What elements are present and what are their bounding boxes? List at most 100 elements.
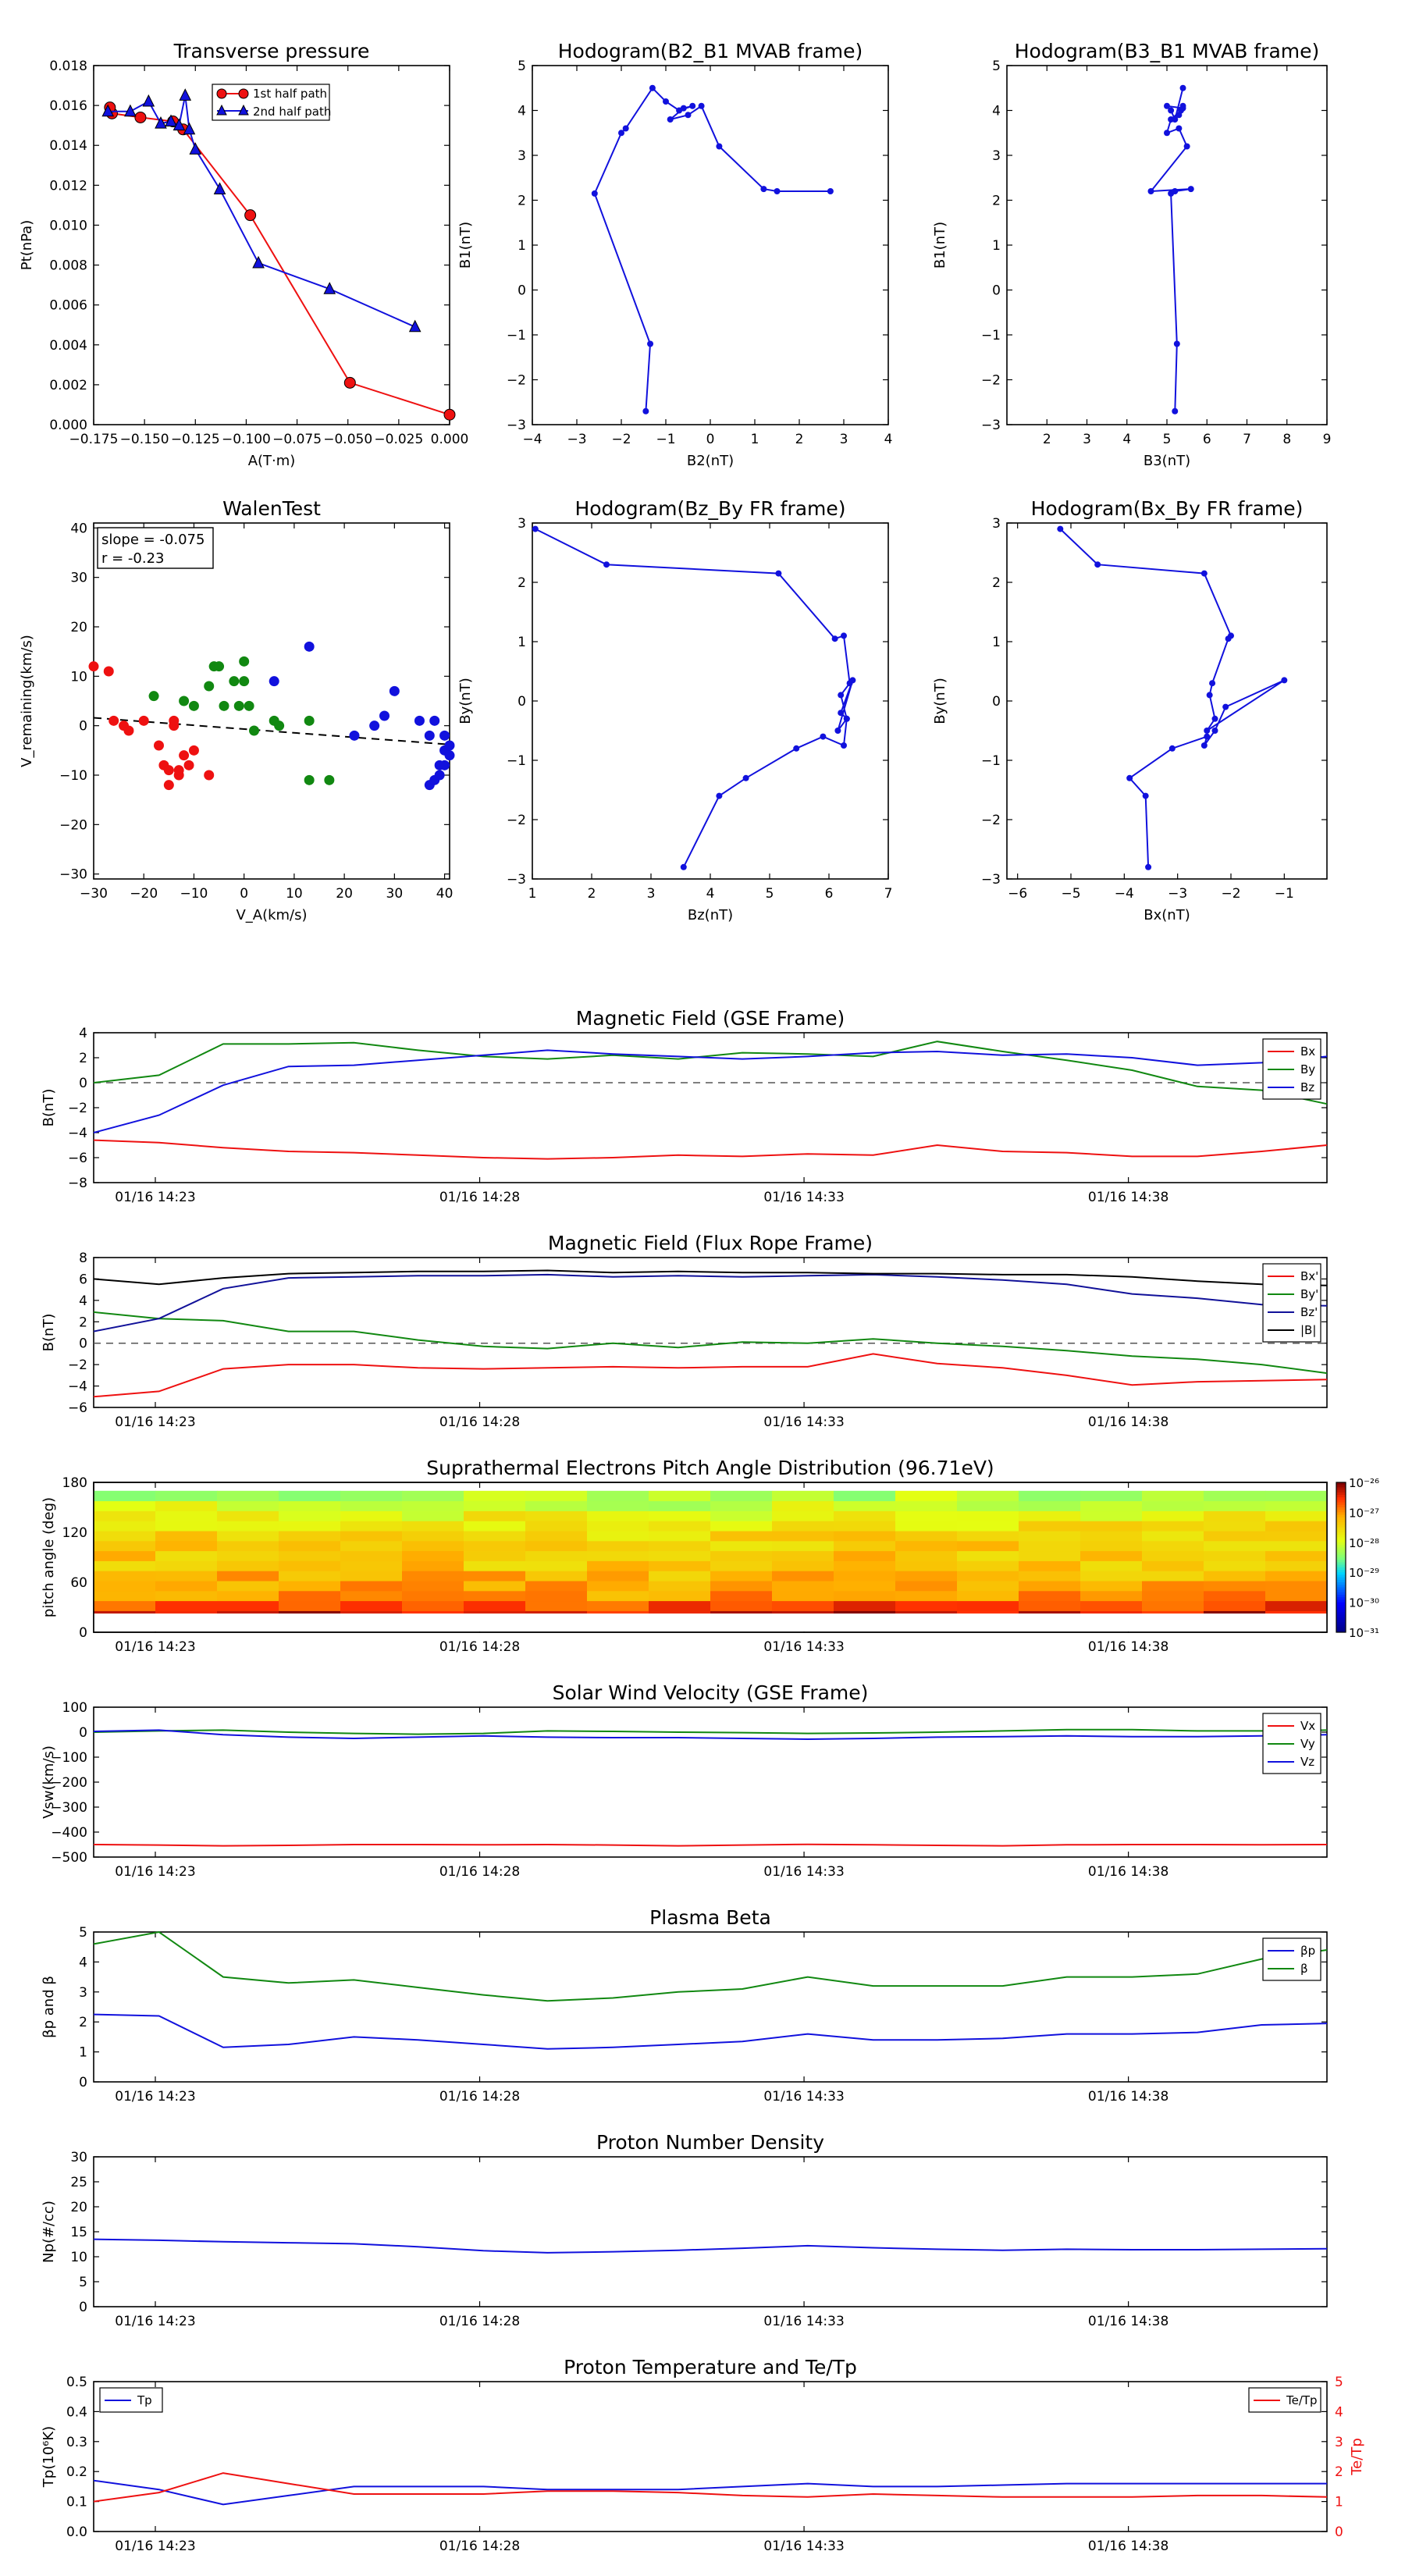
annotation: slope = -0.075 r = -0.23 xyxy=(97,527,214,569)
panel-title: Proton Number Density xyxy=(596,2131,824,2154)
panel-hodogram-b2-b1-frame xyxy=(532,65,889,425)
heatmap-cell xyxy=(957,1560,1019,1571)
x-tick-label: 1 xyxy=(751,432,759,447)
y-tick-label: 0.008 xyxy=(49,258,87,274)
heatmap-cell xyxy=(94,1500,156,1511)
hodogram-point xyxy=(1145,863,1152,870)
x-tick-label: −2 xyxy=(1221,886,1240,902)
hodogram-point xyxy=(1094,561,1101,568)
y-tick-label: −4 xyxy=(68,1379,87,1395)
legend-box xyxy=(212,84,330,121)
y-tick-label: −200 xyxy=(51,1775,87,1791)
data-point-red xyxy=(103,666,114,677)
legend: Te/Tp xyxy=(1248,2387,1321,2413)
hodogram-point xyxy=(1200,742,1208,749)
y-tick-label: −400 xyxy=(51,1825,87,1841)
x-tick-label: 3 xyxy=(647,886,656,902)
colorbar-segment xyxy=(1336,1589,1346,1593)
heatmap-cell xyxy=(587,1521,649,1532)
x-tick-label: −1 xyxy=(1275,886,1294,902)
hodogram-point xyxy=(775,570,782,577)
x-tick-label: −0.025 xyxy=(374,432,423,447)
x-tick-label: 2 xyxy=(795,432,804,447)
data-point-green xyxy=(239,656,250,667)
heatmap-cell xyxy=(1142,1550,1204,1561)
panel-walen-test-frame xyxy=(93,522,450,880)
heatmap-cell xyxy=(710,1560,773,1571)
data-point-2nd-half xyxy=(179,88,192,101)
x-tick-label: 40 xyxy=(436,886,454,902)
heatmap-cell xyxy=(895,1600,958,1611)
y-tick-label: −3 xyxy=(981,872,1001,888)
heatmap-cell xyxy=(279,1531,341,1542)
hodogram-point xyxy=(618,130,624,137)
heatmap-cell xyxy=(772,1560,834,1571)
hodogram-point xyxy=(1211,715,1218,722)
y-axis-label: Tp(10⁶K) xyxy=(41,2426,57,2488)
y-tick-label: 20 xyxy=(70,2200,87,2215)
y-tick-label: 4 xyxy=(79,1955,87,1970)
heatmap-cell xyxy=(340,1600,403,1611)
y-tick-label: −1 xyxy=(507,328,526,343)
legend-label: 2nd half path xyxy=(253,105,331,119)
heatmap-cell xyxy=(1080,1521,1143,1532)
panel-title: Solar Wind Velocity (GSE Frame) xyxy=(553,1681,869,1704)
panel-title: Hodogram(B3_B1 MVAB frame) xyxy=(1015,40,1320,62)
heatmap-cell xyxy=(279,1600,341,1611)
heatmap-cell xyxy=(464,1560,526,1571)
hodogram-point xyxy=(1211,728,1218,734)
colorbar-segment xyxy=(1336,1517,1346,1521)
y-tick-label: 0.1 xyxy=(66,2495,87,2510)
heatmap-empty-cell xyxy=(1265,1614,1328,1631)
y-tick-label: 2 xyxy=(79,2015,87,2030)
heatmap-cell xyxy=(895,1510,958,1521)
hodogram-point xyxy=(1200,570,1208,577)
heatmap-cell xyxy=(957,1550,1019,1561)
data-point-2nd-half xyxy=(323,282,336,294)
time-tick-label: 01/16 14:33 xyxy=(763,1864,844,1880)
colorbar-segment xyxy=(1336,1504,1346,1508)
y-tick-label: 1 xyxy=(518,238,526,254)
hodogram-point xyxy=(1225,635,1232,642)
colorbar-segment xyxy=(1336,1599,1346,1603)
heatmap-cell xyxy=(587,1490,649,1502)
heatmap-cell xyxy=(772,1521,834,1532)
colorbar-segment xyxy=(1336,1614,1346,1618)
y-tick-label: −500 xyxy=(51,1850,87,1866)
panel-transverse-pressure-frame xyxy=(93,65,450,425)
heatmap-cell xyxy=(1204,1500,1266,1511)
right-tick-label: 3 xyxy=(1335,2435,1343,2450)
heatmap-cell xyxy=(649,1550,711,1561)
data-point-1st-half xyxy=(134,111,147,123)
y-tick-label: 5 xyxy=(79,2275,87,2290)
colorbar-segment xyxy=(1336,1604,1346,1608)
data-point-red xyxy=(163,765,174,776)
y-tick-label: 5 xyxy=(518,59,526,74)
heatmap-cell xyxy=(834,1500,896,1511)
x-axis-label: Bx(nT) xyxy=(1144,907,1190,923)
data-point-red xyxy=(123,725,134,736)
heatmap-cell xyxy=(155,1550,218,1561)
colorbar-segment xyxy=(1336,1617,1346,1621)
hodogram-point xyxy=(622,125,629,132)
heatmap-cell xyxy=(1204,1590,1266,1602)
heatmap-empty-cell xyxy=(772,1614,834,1631)
heatmap-cell xyxy=(587,1560,649,1571)
colorbar-segment xyxy=(1336,1550,1346,1553)
x-tick-label: 4 xyxy=(706,886,715,902)
heatmap-cell xyxy=(1019,1571,1081,1582)
heatmap-cell xyxy=(279,1540,341,1552)
y-tick-label: −4 xyxy=(68,1126,87,1141)
hodogram-point xyxy=(716,143,723,150)
data-point-green xyxy=(214,661,225,672)
colorbar-segment xyxy=(1336,1629,1346,1633)
y-axis-label: Np(#/cc) xyxy=(41,2201,57,2263)
heatmap-cell xyxy=(155,1531,218,1542)
heatmap-cell xyxy=(1265,1531,1328,1542)
data-point-1st-half xyxy=(343,376,356,389)
heatmap-cell xyxy=(1019,1550,1081,1561)
y-tick-label: −10 xyxy=(59,768,87,784)
heatmap-cell xyxy=(340,1550,403,1561)
heatmap-cell xyxy=(587,1581,649,1592)
data-point-red xyxy=(173,765,184,776)
